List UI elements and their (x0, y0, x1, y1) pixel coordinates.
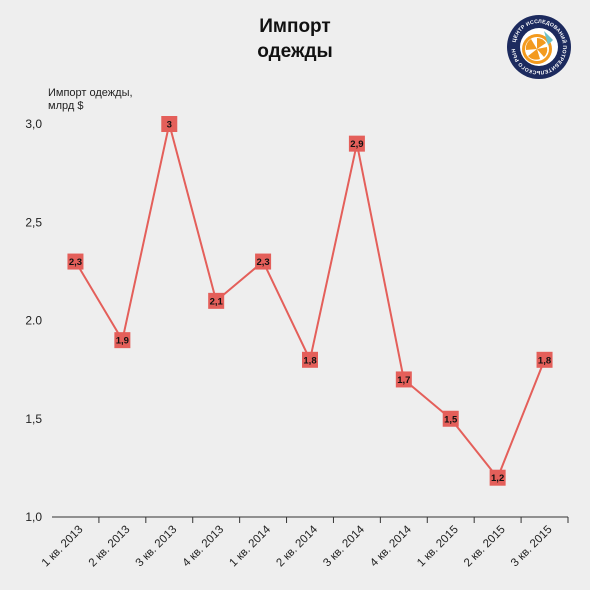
axes: 1,01,52.02,53,01 кв. 2013 2 кв. 2013 3 кв.… (25, 117, 569, 570)
y-tick-label: 3,0 (25, 117, 42, 131)
data-point-marker (442, 410, 459, 427)
series-line (74, 123, 546, 479)
data-point-marker (395, 371, 412, 388)
x-tick-label: 4 кв. 2014 (368, 523, 414, 569)
y-tick-label: 2.0 (25, 314, 42, 328)
x-tick-label: 2 кв. 2013 (87, 524, 133, 570)
y-tick-label: 2,5 (25, 215, 42, 229)
x-tick-label: 1 кв. 2013 (40, 524, 86, 570)
x-tick-label: 1 кв. 2014 (227, 523, 273, 569)
data-label: 1,8 (538, 355, 551, 366)
data-label: 1,5 (444, 414, 458, 425)
data-label: 2,3 (69, 257, 82, 268)
data-point-marker (348, 135, 365, 152)
data-label: 2,3 (256, 257, 269, 268)
data-point-marker (536, 351, 553, 368)
y-axis-title: Импорт одежды, млрд $ (48, 87, 133, 113)
logo-seal: ЦЕНТР ИССЛЕДОВАНИЙ ПОТРЕБИТЕЛЬСКОГО РЫНК… (506, 14, 571, 79)
x-tick-label: 4 кв. 2013 (181, 524, 227, 570)
y-tick-label: 1,0 (25, 510, 42, 524)
data-point-marker (161, 116, 178, 132)
data-label: 1,2 (491, 473, 504, 484)
x-tick-label: 2 кв. 2015 (462, 524, 508, 570)
x-tick-label: 2 кв. 2014 (274, 523, 320, 569)
y-tick-label: 1,5 (25, 412, 42, 426)
data-label: 1,7 (397, 375, 410, 386)
data-point-marker (302, 351, 318, 368)
chart-title-line-2: одежды (257, 41, 333, 62)
data-point-marker (67, 253, 84, 270)
x-tick-label: 3 кв. 2013 (134, 524, 180, 570)
y-axis-title-line-2: млрд $ (48, 100, 84, 112)
data-point-marker (489, 469, 506, 486)
x-tick-label: 3 кв. 2015 (509, 524, 555, 570)
data-label: 2,1 (210, 296, 224, 307)
data-points: 2,3 1,9 3 2,1 2,3 1,8 2,9 1,7 1,5 1,2 1,8 (67, 116, 553, 486)
data-label: 1,8 (303, 355, 316, 366)
data-label: 1,9 (116, 336, 129, 347)
data-label: 2,9 (350, 139, 363, 150)
chart-title-line-1: Импорт (259, 16, 331, 37)
x-tick-label: 1 кв. 2015 (415, 524, 461, 570)
data-point-marker (208, 292, 225, 309)
chart-title: Импорт одежды (0, 14, 590, 64)
y-axis-title-line-1: Импорт одежды, (48, 87, 133, 99)
data-label: 3 (167, 120, 172, 131)
series-line-group (74, 123, 546, 479)
data-point-marker (255, 253, 272, 270)
x-tick-label: 3 кв. 2014 (321, 523, 367, 569)
data-point-marker (114, 332, 131, 349)
